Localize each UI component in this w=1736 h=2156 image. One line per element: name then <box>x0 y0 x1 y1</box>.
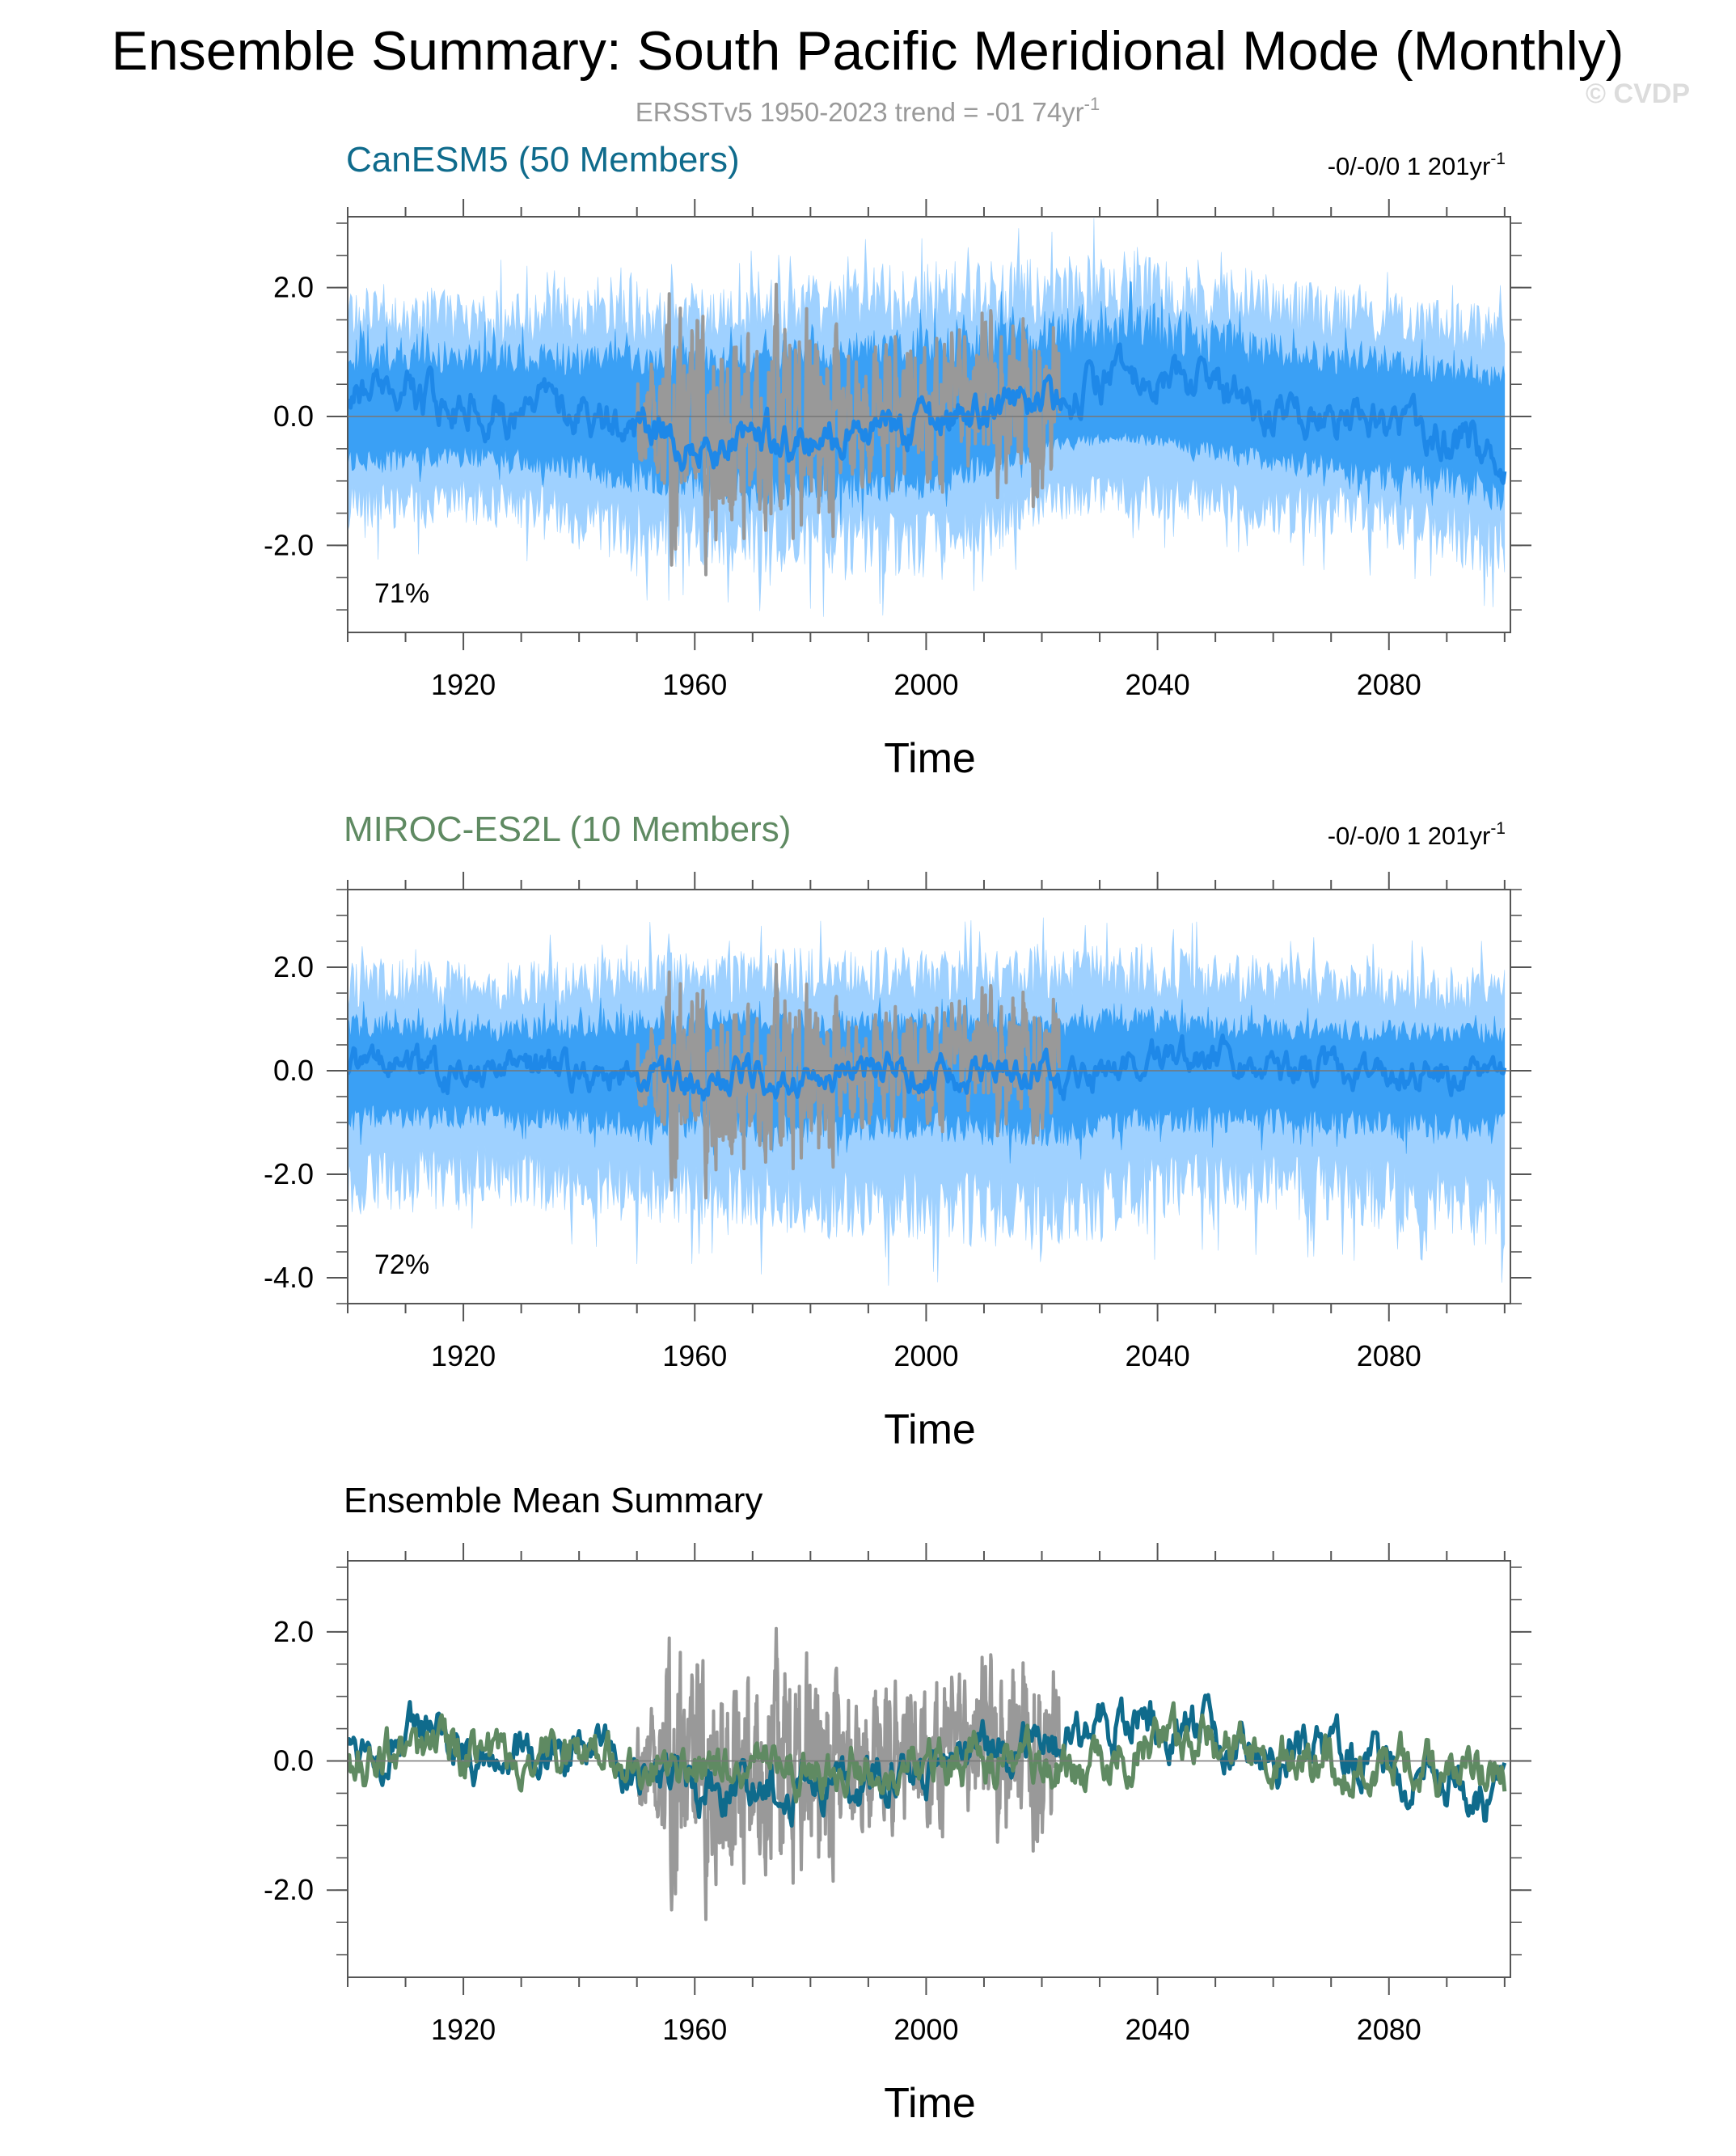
panel-ensemble-mean-title: Ensemble Mean Summary <box>344 1481 762 1520</box>
panel-miroc-plot <box>348 917 1507 1286</box>
panel-miroc-axes: 1920 1960 2000 2040 2080 2.0 0.0 -2.0 -4.0 <box>264 872 1531 1372</box>
panel-canesm5-trend-sup: -1 <box>1490 150 1506 168</box>
panel-ensemble-mean-xtick-label: 2040 <box>1126 2013 1190 2046</box>
panel-ensemble-mean-observed-line <box>635 1626 1061 1921</box>
figure-subtitle: ERSSTv5 1950-2023 trend = -01 74yr-1 <box>636 94 1100 127</box>
panel-miroc-xtick-label: 1920 <box>431 1339 496 1372</box>
panel-canesm5-xtick-label: 1960 <box>662 668 727 701</box>
panel-miroc-xtick-label: 2040 <box>1126 1339 1190 1372</box>
panel-canesm5-ytick-label: 0.0 <box>273 399 314 433</box>
copyright-label: © CVDP <box>1586 78 1690 109</box>
panel-miroc-ytick-label: -4.0 <box>264 1261 314 1294</box>
panel-miroc-trend-text: -0/-0/0 1 201yr <box>1328 822 1491 850</box>
subtitle-text: ERSSTv5 1950-2023 trend = -01 74yr <box>636 97 1084 127</box>
panel-miroc-ytick-label: -2.0 <box>264 1157 314 1190</box>
subtitle-superscript: -1 <box>1084 94 1100 114</box>
panel-ensemble-mean: Ensemble Mean Summary 1920 1960 2000 2040 20… <box>264 1481 1531 2127</box>
panel-canesm5-frame <box>347 216 1511 633</box>
panel-miroc-xtick-label: 2080 <box>1357 1339 1421 1372</box>
panel-miroc-percent: 72% <box>374 1249 429 1280</box>
panel-ensemble-mean-ytick-label: 0.0 <box>273 1744 314 1778</box>
panel-miroc-trend: -0/-0/0 1 201yr-1 <box>1328 819 1506 850</box>
panel-ensemble-mean-ytick-label: -2.0 <box>264 1873 314 1906</box>
panel-miroc-title: MIROC-ES2L (10 Members) <box>344 810 791 849</box>
panel-miroc-ensemble-mean-line <box>348 1033 1507 1102</box>
panel-miroc-ytick-label: 0.0 <box>273 1054 314 1087</box>
panel-ensemble-mean-xtick-label: 2000 <box>893 2013 958 2046</box>
panel-ensemble-mean-axes: 1920 1960 2000 2040 2080 2.0 0.0 -2.0 <box>264 1543 1531 2046</box>
panel-canesm5-xtick-label: 2000 <box>893 668 958 701</box>
panel-ensemble-mean-frame <box>347 1560 1511 1978</box>
panel-miroc-series <box>348 917 1507 1286</box>
panel-canesm5: CanESM5 (50 Members) -0/-0/0 1 201yr-1 1… <box>264 140 1531 782</box>
panel-miroc-xtick-label: 1960 <box>662 1339 727 1372</box>
panel-miroc-xtick-label: 2000 <box>893 1339 958 1372</box>
panel-ensemble-mean-xtick-label: 1920 <box>431 2013 496 2046</box>
panel-canesm5-ytick-label: 2.0 <box>273 271 314 304</box>
panel-canesm5-percent: 71% <box>374 578 429 609</box>
panel-canesm5-title: CanESM5 (50 Members) <box>346 140 740 180</box>
panel-miroc-xlabel: Time <box>884 1406 976 1453</box>
panel-canesm5-axes: 1920 1960 2000 2040 2080 2.0 0.0 -2.0 <box>264 199 1531 701</box>
panel-canesm5-trend-text: -0/-0/0 1 201yr <box>1328 152 1491 180</box>
panel-canesm5-xlabel: Time <box>884 735 976 782</box>
panel-miroc-trend-sup: -1 <box>1490 819 1506 838</box>
panel-ensemble-mean-xlabel: Time <box>884 2080 976 2127</box>
panel-canesm5-ytick-label: -2.0 <box>264 528 314 561</box>
panel-miroc-ytick-label: 2.0 <box>273 950 314 983</box>
panel-ensemble-mean-plot <box>348 1626 1507 1921</box>
panel-ensemble-mean-miroc-line <box>348 1701 1507 1804</box>
panel-canesm5-xtick-label: 1920 <box>431 668 496 701</box>
panel-ensemble-mean-xtick-label: 2080 <box>1357 2013 1421 2046</box>
panel-miroc-observed-line <box>635 962 1061 1200</box>
figure-title: Ensemble Summary: South Pacific Meridion… <box>112 20 1624 82</box>
panel-ensemble-mean-xtick-label: 1960 <box>662 2013 727 2046</box>
panel-canesm5-trend: -0/-0/0 1 201yr-1 <box>1328 150 1506 180</box>
panel-miroc: MIROC-ES2L (10 Members) -0/-0/0 1 201yr-… <box>264 810 1531 1453</box>
panel-ensemble-mean-canesm5-line <box>348 1693 1507 1828</box>
panel-canesm5-plot <box>348 218 1507 617</box>
panel-ensemble-mean-series <box>348 1626 1507 1921</box>
panel-ensemble-mean-ytick-label: 2.0 <box>273 1615 314 1648</box>
panel-canesm5-xtick-label: 2040 <box>1126 668 1190 701</box>
panel-canesm5-xtick-label: 2080 <box>1357 668 1421 701</box>
panel-canesm5-series <box>348 218 1507 617</box>
panel-canesm5-observed-line <box>635 282 1061 577</box>
